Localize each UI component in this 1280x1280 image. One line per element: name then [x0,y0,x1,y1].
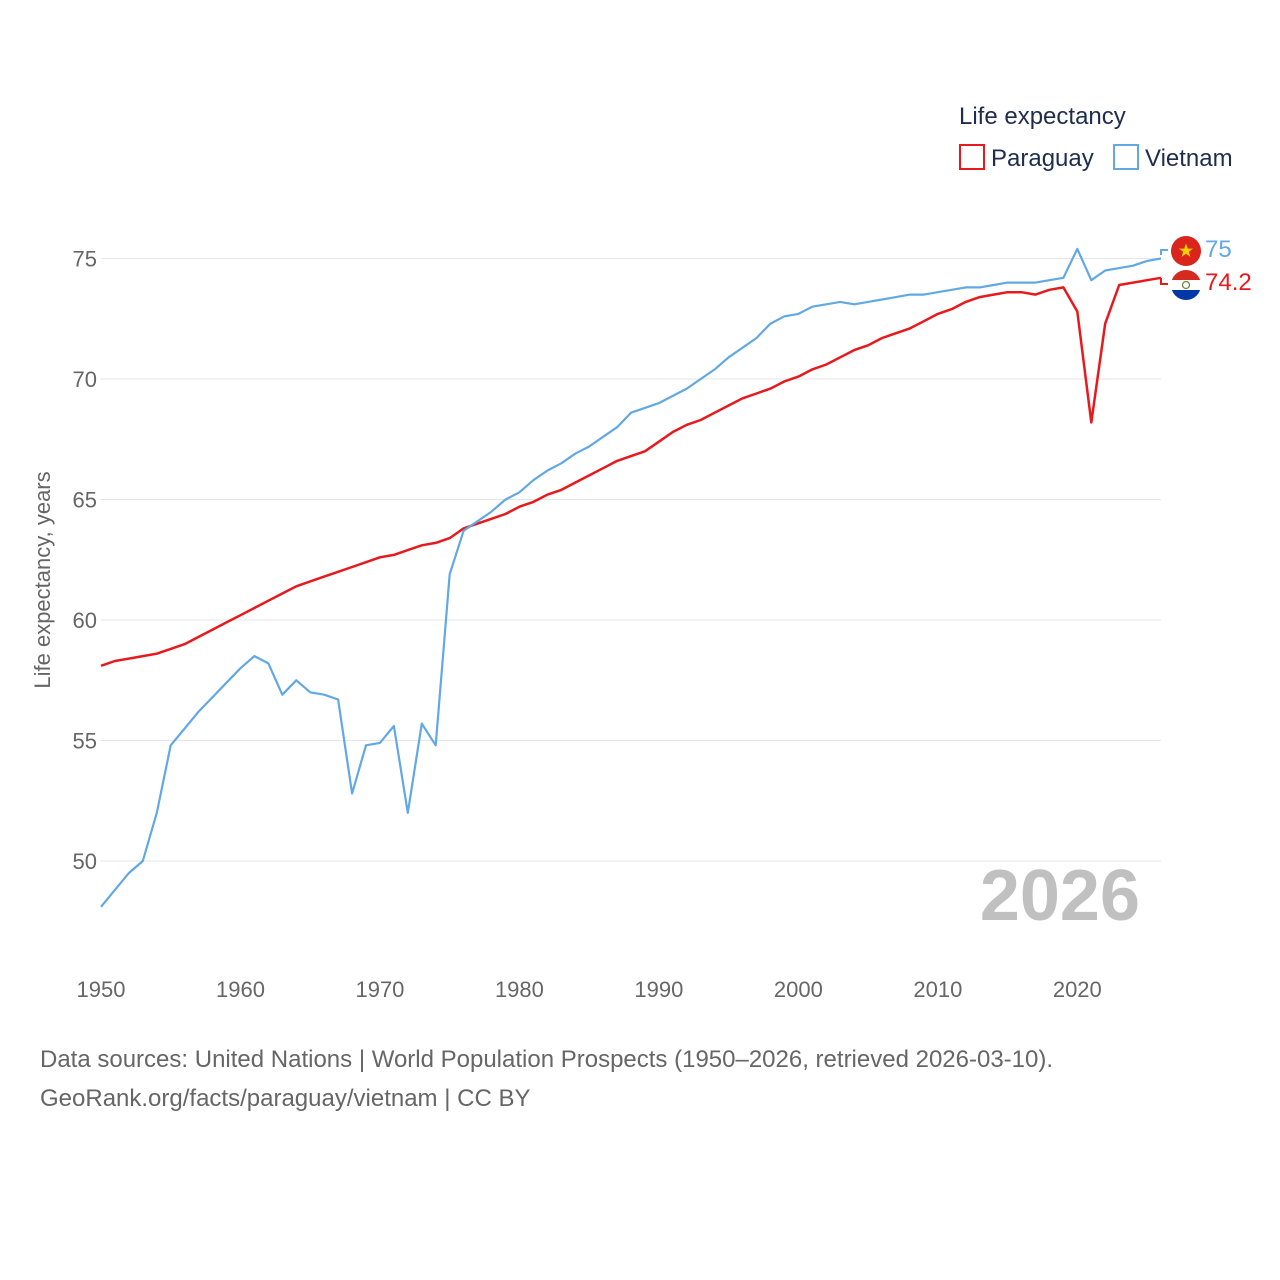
legend: Life expectancy Paraguay Vietnam [959,103,1233,172]
x-axis-ticks: 1950 1960 1970 1980 1990 2000 2010 2020 [77,977,1102,1002]
x-tick-label: 1950 [77,977,126,1002]
x-tick-label: 1970 [355,977,404,1002]
legend-title: Life expectancy [959,103,1126,130]
y-tick-label: 65 [73,488,97,513]
x-tick-label: 2020 [1053,977,1102,1002]
legend-item-paraguay[interactable]: Paraguay [959,144,1094,172]
legend-label-vietnam: Vietnam [1145,145,1233,172]
series-lines [100,247,1162,908]
y-tick-label: 55 [73,729,97,754]
y-axis-ticks: 50 55 60 65 70 75 [73,247,97,875]
legend-item-vietnam[interactable]: Vietnam [1113,144,1233,172]
end-label-vietnam: 75 [1205,236,1232,263]
series-line-paraguay [100,276,1162,667]
end-label-paraguay: 74.2 [1205,269,1252,296]
gridlines [101,258,1161,862]
data-sources-text: Data sources: United Nations | World Pop… [40,1046,1054,1073]
y-tick-label: 75 [73,247,97,272]
y-tick-label: 60 [73,608,97,633]
series-line-vietnam [100,247,1162,908]
x-tick-label: 2000 [774,977,823,1002]
x-tick-label: 2010 [913,977,962,1002]
attribution-link[interactable]: GeoRank.org/facts/paraguay/vietnam | CC … [40,1085,531,1112]
y-axis-label: Life expectancy, years [30,471,55,688]
end-marker-vietnam: 75 [1160,236,1232,266]
legend-swatch-vietnam [1113,144,1139,170]
line-chart: 50 55 60 65 70 75 1950 1960 1970 1980 1990 2000 201… [30,103,1252,1002]
connector-vietnam [1160,249,1168,255]
footer: Data sources: United Nations | World Pop… [40,1040,1053,1118]
legend-swatch-paraguay [959,144,985,170]
x-tick-label: 1990 [634,977,683,1002]
x-tick-label: 1980 [495,977,544,1002]
end-marker-paraguay: 74.2 [1160,269,1252,300]
x-tick-label: 1960 [216,977,265,1002]
paraguay-flag-icon [1171,270,1201,300]
connector-paraguay [1160,278,1168,285]
year-label: 2026 [980,856,1140,936]
y-tick-label: 70 [73,367,97,392]
y-tick-label: 50 [73,849,97,874]
legend-label-paraguay: Paraguay [991,145,1094,172]
vietnam-flag-icon [1171,236,1201,266]
